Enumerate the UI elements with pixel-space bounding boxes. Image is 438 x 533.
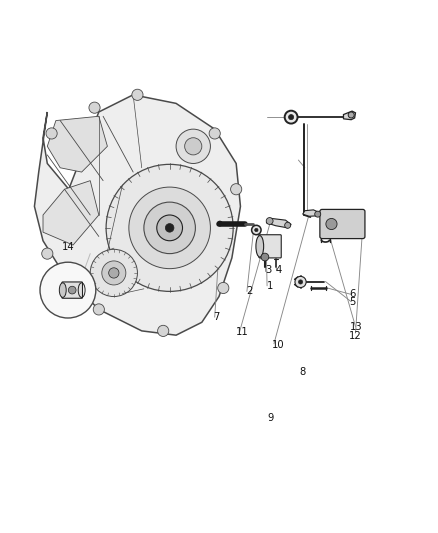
Text: 2: 2 (247, 286, 253, 296)
Circle shape (90, 249, 138, 296)
Circle shape (157, 215, 183, 241)
Circle shape (185, 138, 202, 155)
FancyBboxPatch shape (320, 209, 365, 239)
FancyBboxPatch shape (259, 235, 281, 258)
Circle shape (132, 89, 143, 100)
Circle shape (144, 202, 195, 254)
Circle shape (89, 102, 100, 113)
Circle shape (289, 115, 294, 120)
Text: 8: 8 (300, 367, 306, 377)
Circle shape (266, 217, 273, 224)
Circle shape (285, 222, 291, 228)
Text: 3: 3 (265, 265, 272, 275)
Circle shape (298, 280, 303, 284)
Text: 6: 6 (349, 289, 355, 300)
Polygon shape (343, 111, 356, 120)
Circle shape (217, 221, 223, 226)
Circle shape (176, 129, 210, 164)
Circle shape (106, 164, 233, 292)
Circle shape (209, 128, 220, 139)
Circle shape (93, 304, 104, 315)
Text: 5: 5 (349, 297, 355, 306)
Circle shape (158, 325, 169, 336)
Circle shape (129, 187, 210, 269)
Circle shape (251, 225, 261, 235)
Text: 7: 7 (214, 312, 220, 322)
Polygon shape (47, 116, 107, 172)
Circle shape (102, 261, 126, 285)
Circle shape (295, 277, 306, 287)
Text: 14: 14 (62, 242, 74, 252)
Circle shape (230, 184, 242, 195)
Text: 10: 10 (272, 340, 285, 350)
Polygon shape (35, 95, 240, 335)
Text: 13: 13 (350, 322, 363, 333)
Ellipse shape (59, 283, 66, 297)
Circle shape (261, 253, 269, 261)
Circle shape (254, 228, 258, 232)
Circle shape (285, 111, 297, 124)
Circle shape (326, 219, 337, 230)
Circle shape (46, 128, 57, 139)
Circle shape (348, 112, 354, 118)
Text: 9: 9 (267, 413, 274, 423)
Circle shape (109, 268, 119, 278)
Polygon shape (303, 210, 320, 216)
Polygon shape (266, 219, 291, 228)
FancyBboxPatch shape (62, 282, 82, 298)
Circle shape (42, 248, 53, 259)
Ellipse shape (256, 236, 264, 257)
Polygon shape (43, 181, 99, 245)
Circle shape (315, 211, 321, 217)
Text: 1: 1 (266, 281, 273, 291)
Text: 12: 12 (349, 331, 362, 341)
Circle shape (40, 262, 96, 318)
Circle shape (68, 286, 76, 294)
Circle shape (166, 223, 174, 232)
Circle shape (218, 282, 229, 294)
Text: 4: 4 (275, 265, 281, 275)
Text: 11: 11 (236, 327, 249, 337)
